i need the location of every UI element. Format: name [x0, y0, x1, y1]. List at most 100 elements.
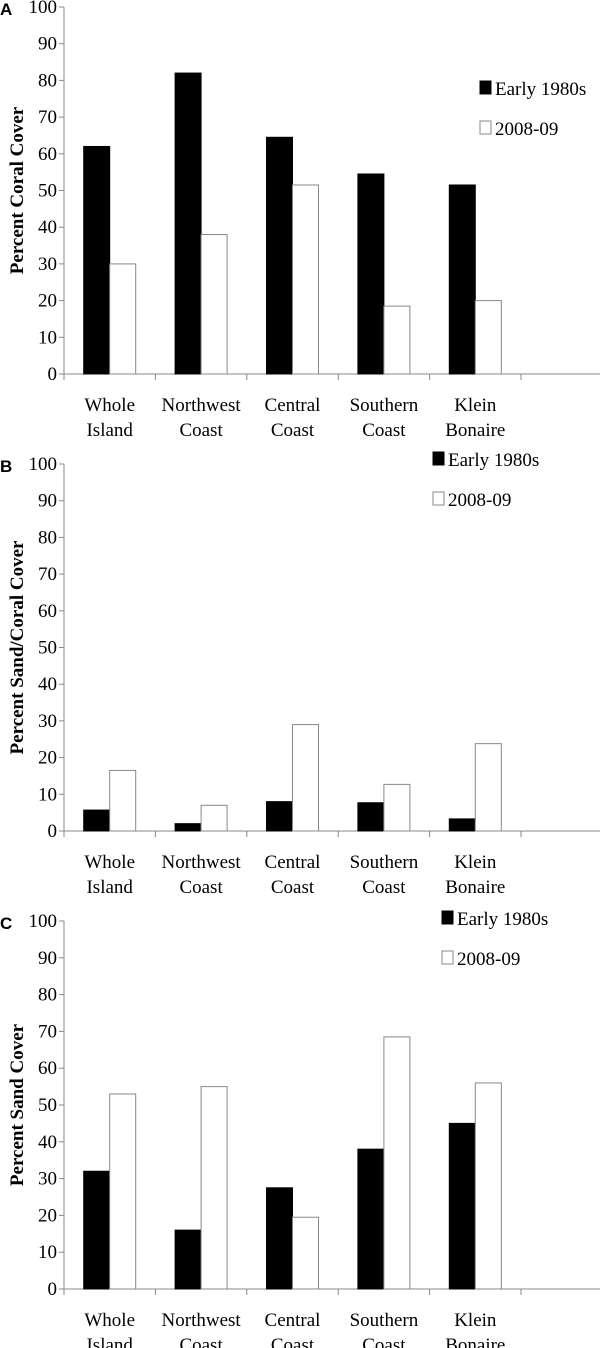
bar-2008-09 [109, 1093, 137, 1290]
legend-swatch [441, 910, 454, 925]
y-tick-label: 10 [38, 327, 57, 348]
y-tick-label: 80 [38, 985, 57, 1006]
bar-early-1980s [174, 72, 202, 375]
y-axis-label: Percent Sand Cover [7, 1023, 28, 1186]
bar-2008-09 [109, 263, 137, 375]
category-label: Central [265, 852, 321, 873]
bar-early-1980s [357, 173, 385, 375]
legend-swatch [441, 950, 454, 965]
y-tick-label: 60 [38, 144, 57, 165]
category-label: Northwest [162, 1310, 242, 1331]
legend-swatch [479, 80, 492, 95]
bar-2008-09 [292, 724, 319, 832]
panel-C: C 0 10 20 30 40 50 60 70 80 90 100 Percent Sand Cove… [0, 909, 600, 1348]
category-label: Klein [454, 1310, 497, 1331]
legend-label: 2008-09 [495, 119, 558, 140]
legend-label: 2008-09 [457, 949, 520, 970]
legend-label: Early 1980s [457, 909, 548, 930]
panel-label: B [0, 457, 12, 476]
category-label: Klein [454, 852, 497, 873]
y-tick-label: 0 [48, 364, 58, 385]
category-label: Northwest [162, 852, 242, 873]
category-label: Bonaire [445, 1335, 505, 1348]
bar-early-1980s [266, 136, 293, 375]
category-label: Southern [350, 852, 419, 873]
bar-early-1980s [83, 1170, 111, 1290]
y-tick-label: 40 [38, 674, 57, 695]
bar-2008-09 [109, 769, 137, 832]
y-tick-label: 90 [38, 34, 57, 55]
y-tick-label: 30 [38, 1169, 57, 1190]
y-tick-label: 100 [29, 0, 58, 18]
panel-label: A [0, 0, 12, 19]
panel-A: A 0 10 20 30 40 50 60 70 80 90 100 Percent Coral Cov… [0, 0, 600, 441]
bar-early-1980s [83, 145, 111, 375]
bar-early-1980s [357, 802, 385, 832]
category-label: Coast [179, 420, 223, 441]
y-tick-label: 0 [48, 821, 58, 842]
bar-early-1980s [83, 809, 111, 832]
y-tick-label: 40 [38, 1132, 57, 1153]
y-tick-label: 30 [38, 711, 57, 732]
y-tick-label: 60 [38, 601, 57, 622]
y-tick-label: 20 [38, 291, 57, 312]
category-label: Whole [84, 852, 135, 873]
category-label: Coast [271, 420, 315, 441]
legend-swatch [479, 120, 492, 135]
y-tick-label: 30 [38, 254, 57, 275]
legend-swatch [432, 491, 445, 506]
y-tick-label: 10 [38, 784, 57, 805]
legend-label: Early 1980s [495, 79, 586, 100]
category-label: Coast [362, 877, 406, 898]
category-label: Bonaire [445, 877, 505, 898]
category-label: Coast [271, 877, 315, 898]
legend-label: 2008-09 [448, 490, 511, 511]
y-tick-label: 20 [38, 1205, 57, 1226]
y-tick-label: 70 [38, 107, 57, 128]
bar-early-1980s [174, 1229, 202, 1290]
y-tick-label: 60 [38, 1058, 57, 1079]
category-label: Island [86, 420, 133, 441]
category-label: Island [86, 1335, 133, 1348]
bar-2008-09 [474, 743, 502, 832]
category-label: Coast [179, 877, 223, 898]
category-label: Klein [454, 395, 497, 416]
y-tick-label: 0 [48, 1279, 58, 1300]
category-label: Southern [350, 395, 419, 416]
bar-2008-09 [200, 804, 228, 832]
y-tick-label: 100 [29, 911, 58, 932]
bar-2008-09 [292, 1216, 319, 1290]
bar-2008-09 [474, 1082, 502, 1290]
y-axis-label: Percent Coral Cover [7, 106, 28, 274]
y-tick-label: 50 [38, 181, 57, 202]
bar-early-1980s [357, 1148, 385, 1290]
y-tick-label: 90 [38, 948, 57, 969]
bar-2008-09 [200, 234, 228, 375]
bar-early-1980s [174, 823, 202, 832]
category-label: Bonaire [445, 420, 505, 441]
y-tick-label: 100 [29, 454, 58, 475]
category-label: Whole [84, 1310, 135, 1331]
category-label: Southern [350, 1310, 419, 1331]
y-tick-label: 50 [38, 1095, 57, 1116]
panel-B: B 0 10 20 30 40 50 60 70 80 90 100 Percent Sand/Cora… [0, 450, 600, 898]
y-tick-label: 70 [38, 1021, 57, 1042]
category-label: Northwest [162, 395, 242, 416]
bar-2008-09 [383, 783, 411, 832]
y-tick-label: 20 [38, 748, 57, 769]
bar-early-1980s [266, 801, 293, 832]
bar-2008-09 [200, 1086, 228, 1290]
y-tick-label: 90 [38, 491, 57, 512]
category-label: Island [86, 877, 133, 898]
y-tick-label: 50 [38, 638, 57, 659]
bar-2008-09 [383, 1036, 411, 1290]
panel-label: C [0, 914, 12, 933]
bar-2008-09 [292, 184, 319, 375]
category-label: Whole [84, 395, 135, 416]
y-tick-label: 70 [38, 564, 57, 585]
y-tick-label: 80 [38, 527, 57, 548]
category-label: Coast [179, 1335, 223, 1348]
legend-swatch [432, 451, 445, 466]
y-axis-label: Percent Sand/Coral Cover [7, 540, 28, 754]
